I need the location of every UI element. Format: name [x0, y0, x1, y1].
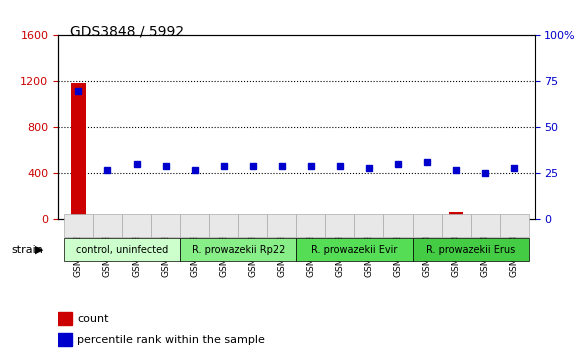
Bar [187, 217, 202, 219]
Bar [71, 82, 86, 219]
FancyBboxPatch shape [471, 214, 500, 237]
FancyBboxPatch shape [238, 214, 267, 237]
Text: count: count [77, 314, 109, 324]
Bar [217, 217, 231, 219]
FancyBboxPatch shape [180, 214, 209, 237]
Bar [158, 215, 173, 219]
Text: strain: strain [12, 245, 44, 255]
FancyBboxPatch shape [500, 214, 529, 237]
Bar [245, 216, 260, 219]
Text: R. prowazekii Erus: R. prowazekii Erus [426, 245, 515, 255]
FancyBboxPatch shape [64, 239, 180, 261]
FancyBboxPatch shape [296, 239, 413, 261]
Text: R. prowazekii Rp22: R. prowazekii Rp22 [192, 245, 285, 255]
FancyBboxPatch shape [383, 214, 413, 237]
Bar [58, 333, 73, 346]
Bar [391, 216, 406, 219]
FancyBboxPatch shape [325, 214, 354, 237]
Bar [420, 217, 435, 219]
FancyBboxPatch shape [151, 214, 180, 237]
FancyBboxPatch shape [413, 239, 529, 261]
FancyBboxPatch shape [64, 214, 93, 237]
Text: GDS3848 / 5992: GDS3848 / 5992 [70, 25, 184, 39]
Bar [507, 216, 522, 219]
FancyBboxPatch shape [413, 214, 442, 237]
FancyBboxPatch shape [442, 214, 471, 237]
Text: percentile rank within the sample: percentile rank within the sample [77, 335, 265, 345]
Bar [478, 217, 493, 219]
FancyBboxPatch shape [122, 214, 151, 237]
Bar [361, 217, 376, 219]
Bar [303, 217, 318, 219]
Bar [449, 212, 464, 219]
FancyBboxPatch shape [180, 239, 296, 261]
FancyBboxPatch shape [209, 214, 238, 237]
Text: control, uninfected: control, uninfected [76, 245, 168, 255]
FancyBboxPatch shape [354, 214, 383, 237]
Bar [275, 217, 289, 219]
Bar [100, 217, 115, 219]
Bar [130, 216, 144, 219]
FancyBboxPatch shape [267, 214, 296, 237]
Bar [332, 216, 347, 219]
Text: ▶: ▶ [35, 245, 44, 255]
FancyBboxPatch shape [296, 214, 325, 237]
FancyBboxPatch shape [93, 214, 122, 237]
Bar [58, 312, 73, 325]
Text: R. prowazekii Evir: R. prowazekii Evir [311, 245, 397, 255]
